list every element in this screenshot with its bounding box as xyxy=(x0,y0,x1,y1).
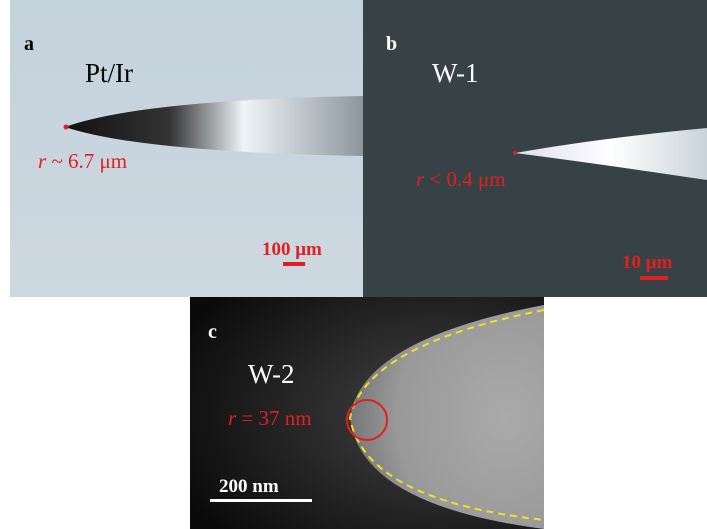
tip-label: W-2 xyxy=(248,359,295,389)
panel-letter: c xyxy=(208,321,217,343)
radius-label: r < 0.4 μm xyxy=(416,167,506,191)
panel-c: c W-2 r = 37 nm 200 nm xyxy=(190,297,544,529)
radius-label: r ~ 6.7 μm xyxy=(38,149,127,173)
scale-label: 10 μm xyxy=(622,252,673,273)
panel-letter: a xyxy=(24,33,34,55)
panel-a: a Pt/Ir r ~ 6.7 μm 100 μm xyxy=(10,0,363,297)
scale-bar xyxy=(210,499,312,502)
panel-letter: b xyxy=(386,33,397,55)
tip-marker xyxy=(513,151,517,155)
panel-b: b W-1 r < 0.4 μm 10 μm xyxy=(363,0,707,297)
tip-label: W-1 xyxy=(432,58,479,88)
scale-bar xyxy=(283,262,305,266)
radius-value: < 0.4 μm xyxy=(424,167,505,191)
scale-label: 100 μm xyxy=(262,239,322,260)
tip-marker xyxy=(64,125,69,130)
figure: a Pt/Ir r ~ 6.7 μm 100 μm b W-1 r < 0.4 … xyxy=(0,0,707,529)
radius-value: = 37 nm xyxy=(236,406,311,430)
radius-label: r = 37 nm xyxy=(228,406,312,430)
tip-label: Pt/Ir xyxy=(85,58,133,88)
radius-value: ~ 6.7 μm xyxy=(46,149,127,173)
scale-label: 200 nm xyxy=(219,476,279,497)
scale-bar xyxy=(640,276,668,280)
